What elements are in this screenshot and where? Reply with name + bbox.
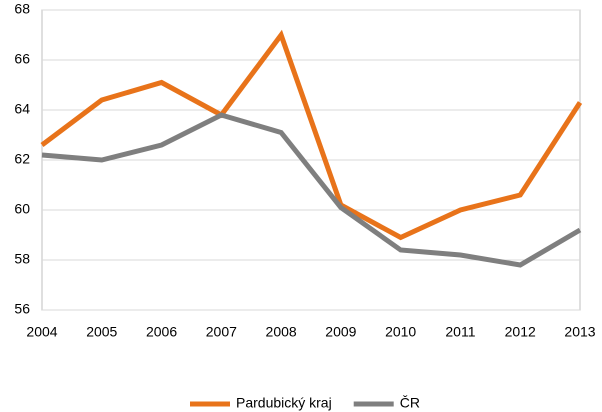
x-tick-label: 2009 [325, 324, 356, 340]
x-tick-label: 2008 [266, 324, 297, 340]
x-tick-label: 2010 [385, 324, 416, 340]
y-tick-label: 68 [14, 1, 30, 17]
x-tick-label: 2012 [505, 324, 536, 340]
y-tick-label: 60 [14, 201, 30, 217]
legend-label: ČR [400, 395, 420, 411]
x-tick-label: 2006 [146, 324, 177, 340]
x-tick-label: 2013 [564, 324, 595, 340]
x-tick-label: 2011 [445, 324, 475, 340]
y-tick-label: 64 [14, 101, 30, 117]
x-tick-label: 2007 [206, 324, 237, 340]
x-tick-label: 2005 [86, 324, 117, 340]
y-tick-label: 56 [14, 301, 30, 317]
y-tick-label: 66 [14, 51, 30, 67]
series-line [41, 112, 582, 268]
y-tick-label: 58 [14, 251, 30, 267]
legend-label: Pardubický kraj [236, 395, 332, 411]
y-tick-label: 62 [14, 151, 30, 167]
x-tick-label: 2004 [26, 324, 57, 340]
series-line [40, 29, 583, 241]
